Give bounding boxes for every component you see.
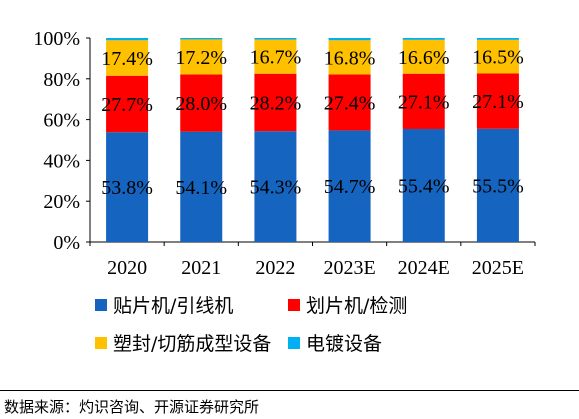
bar-segment (328, 38, 371, 41)
data-label: 28.2% (250, 92, 302, 114)
data-label: 16.8% (324, 47, 376, 69)
y-tick-label: 20% (43, 191, 80, 213)
legend-label: 贴片机/引线机 (113, 295, 233, 317)
bar-segment (402, 39, 445, 74)
bar-segment (476, 39, 519, 74)
bar-segment (254, 73, 297, 132)
data-label: 55.4% (398, 175, 450, 197)
data-label: 17.4% (101, 48, 153, 70)
bar-segment (328, 130, 371, 242)
legend-swatch (288, 337, 300, 349)
chart-svg: 0% 20% 40% 60% 80% 100% 2020 2021 2022 2023E 2024E… (33, 28, 536, 355)
bar-segment (180, 131, 223, 242)
legend-label: 塑封/切筋成型设备 (113, 333, 271, 355)
y-tick-label: 60% (43, 110, 80, 132)
data-label: 16.5% (472, 47, 524, 69)
bar-segment (402, 128, 445, 242)
data-label: 55.5% (472, 175, 524, 197)
y-tick-label: 40% (43, 150, 80, 172)
bar-segment (106, 38, 149, 41)
y-tick-label: 0% (53, 232, 80, 254)
data-label: 53.8% (101, 177, 153, 199)
data-label: 27.1% (398, 91, 450, 113)
data-label: 27.7% (101, 94, 153, 116)
bar-segment (476, 38, 519, 40)
data-label: 28.0% (175, 93, 227, 115)
bar-segment (254, 38, 297, 40)
data-label: 16.6% (398, 47, 450, 69)
legend-swatch (95, 299, 107, 311)
source-divider (0, 390, 579, 391)
bar-segment (476, 128, 519, 242)
data-label: 54.3% (250, 177, 302, 199)
data-label: 27.4% (324, 92, 376, 114)
legend-label: 划片机/检测 (306, 295, 407, 317)
bar-segment (106, 40, 149, 76)
source-note: 数据来源：灼识咨询、开源证券研究所 (4, 398, 260, 416)
x-tick-label: 2025E (472, 257, 524, 279)
data-label: 27.1% (472, 91, 524, 113)
bar-segment (106, 75, 149, 133)
x-tick-label: 2023E (323, 257, 375, 279)
bar-segment (476, 73, 519, 129)
bar-segment (402, 73, 445, 129)
bar-segment (106, 132, 149, 242)
legend-swatch (288, 299, 300, 311)
x-tick-label: 2024E (398, 257, 450, 279)
bar-segment (180, 38, 223, 40)
legend-swatch (95, 337, 107, 349)
bar-segment (328, 40, 371, 75)
y-tick-label: 100% (33, 28, 80, 50)
bar-segment (328, 74, 371, 131)
data-label: 16.7% (250, 47, 302, 69)
bar-segment (254, 39, 297, 74)
data-label: 17.2% (175, 47, 227, 69)
x-tick-label: 2020 (107, 257, 147, 279)
bar-segment (180, 74, 223, 132)
bar-segment (180, 39, 223, 75)
y-tick-label: 80% (43, 69, 80, 91)
data-label: 54.7% (324, 176, 376, 198)
legend-label: 电镀设备 (306, 333, 382, 355)
x-tick-label: 2022 (255, 257, 295, 279)
x-tick-label: 2021 (181, 257, 221, 279)
bar-segment (254, 131, 297, 242)
bar-segment (402, 38, 445, 40)
data-label: 54.1% (175, 177, 227, 199)
